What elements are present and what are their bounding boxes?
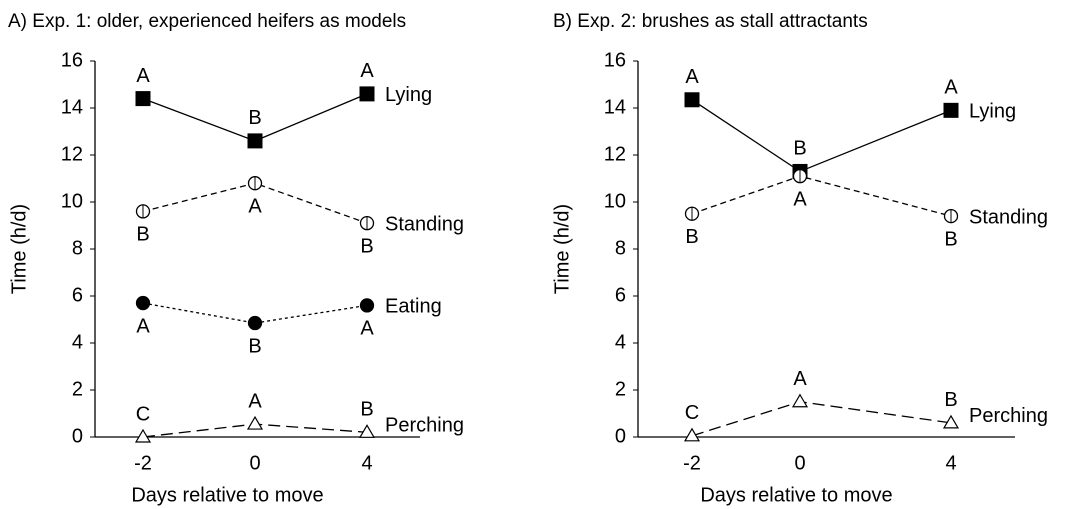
significance-letter: A [248, 390, 262, 412]
y-tick-label: 16 [604, 49, 626, 71]
series-label: Perching [385, 415, 464, 437]
significance-letter: B [944, 389, 957, 411]
y-tick-label: 14 [61, 96, 83, 118]
series-label: Lying [969, 101, 1016, 123]
y-tick-label: 12 [604, 143, 626, 165]
y-tick-label: 8 [615, 237, 626, 259]
chart-title: A) Exp. 1: older, experienced heifers as… [8, 11, 406, 32]
series-line [691, 175, 952, 217]
series-label: Eating [385, 296, 442, 318]
x-axis-label: Days relative to move [131, 484, 323, 506]
marker [683, 427, 701, 442]
y-tick-label: 10 [604, 190, 626, 212]
x-tick-label: 0 [249, 452, 260, 474]
significance-letter: A [685, 66, 699, 88]
y-tick-label: 6 [615, 284, 626, 306]
significance-letter: A [944, 77, 958, 99]
y-tick-label: 4 [72, 331, 83, 353]
significance-letter: B [360, 399, 373, 421]
y-tick-label: 6 [72, 284, 83, 306]
marker [942, 414, 960, 429]
significance-letter: B [248, 107, 261, 129]
series-line [691, 401, 952, 437]
marker [359, 86, 375, 102]
y-tick-label: 2 [72, 378, 83, 400]
significance-letter: A [793, 188, 807, 210]
y-axis-label: Time (h/d) [8, 204, 30, 294]
significance-letter: A [248, 195, 262, 217]
y-tick-label: 0 [72, 425, 83, 447]
marker [135, 295, 151, 311]
x-axis-label: Days relative to move [700, 484, 892, 506]
y-tick-label: 4 [615, 331, 626, 353]
series-label: Perching [969, 405, 1048, 427]
x-tick-label: 4 [361, 452, 372, 474]
chart-title: B) Exp. 2: brushes as stall attractants [553, 11, 868, 32]
significance-letter: C [136, 403, 150, 425]
marker [358, 424, 376, 438]
marker [791, 393, 809, 408]
significance-letter: A [136, 65, 150, 87]
significance-letter: A [136, 315, 150, 337]
significance-letter: B [136, 224, 149, 246]
y-tick-label: 14 [604, 96, 626, 118]
marker [943, 102, 959, 118]
y-tick-label: 8 [72, 237, 83, 259]
x-tick-label: 0 [794, 452, 805, 474]
significance-letter: A [793, 368, 807, 390]
significance-letter: B [248, 335, 261, 357]
marker [247, 133, 263, 149]
y-tick-label: 10 [61, 190, 83, 212]
series-line [691, 99, 952, 173]
marker [135, 91, 151, 107]
significance-letter: C [685, 402, 699, 424]
y-tick-label: 0 [615, 425, 626, 447]
y-tick-label: 12 [61, 143, 83, 165]
significance-letter: B [685, 226, 698, 248]
y-tick-label: 16 [61, 49, 83, 71]
series-label: Standing [969, 206, 1048, 228]
y-axis-label: Time (h/d) [551, 204, 573, 294]
x-tick-label: -2 [683, 452, 701, 474]
series-line [142, 302, 368, 324]
significance-letter: A [360, 318, 374, 340]
x-tick-label: -2 [134, 452, 152, 474]
x-tick-label: 4 [945, 452, 956, 474]
significance-letter: A [360, 60, 374, 82]
marker [246, 415, 264, 430]
marker [684, 92, 700, 108]
series-label: Standing [385, 213, 464, 235]
significance-letter: B [793, 138, 806, 160]
y-tick-label: 2 [615, 378, 626, 400]
marker [359, 298, 375, 313]
significance-letter: B [360, 235, 373, 257]
significance-letter: B [944, 228, 957, 250]
marker [247, 315, 263, 331]
series-label: Lying [385, 84, 432, 106]
marker [134, 428, 152, 443]
